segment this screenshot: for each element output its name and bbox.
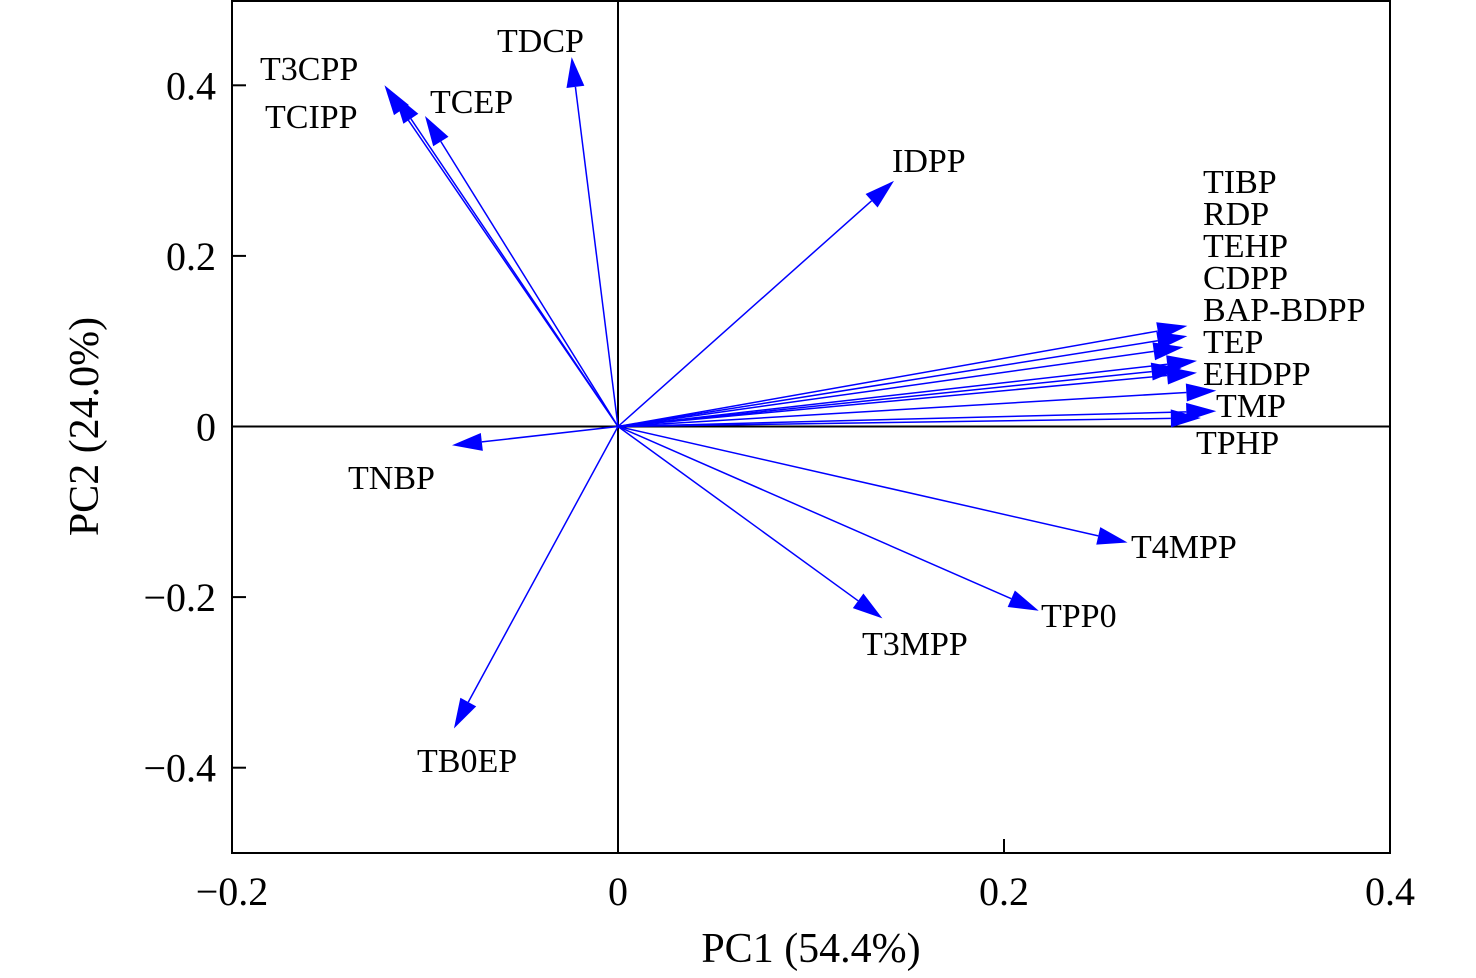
- loading-vector-tmp: [617, 411, 1187, 428]
- loading-vector-cdpp: [617, 363, 1168, 428]
- vector-label-idpp: IDPP: [892, 143, 966, 180]
- y-tick-label: −0.2: [143, 575, 216, 620]
- arrowhead-tnbp: [452, 432, 483, 451]
- y-tick-label: 0: [196, 405, 216, 450]
- loading-vector-tphp: [617, 417, 1171, 428]
- y-tick-label: −0.4: [143, 746, 216, 791]
- arrowhead-ehdpp: [1185, 383, 1217, 402]
- vector-label-tep: TEP: [1203, 324, 1263, 361]
- vector-label-bap-bdpp: BAP-BDPP: [1203, 292, 1366, 329]
- loading-vector-tdcp: [574, 86, 619, 427]
- loading-vector-tehp: [617, 350, 1154, 428]
- vector-label-tmp: TMP: [1216, 388, 1286, 425]
- loading-vector-tcipp: [410, 118, 619, 427]
- loading-vector-idpp: [617, 200, 873, 428]
- arrowhead-tb0ep: [453, 697, 477, 729]
- x-tick-label: 0.2: [979, 869, 1029, 914]
- vector-label-tehp: TEHP: [1203, 228, 1288, 265]
- loading-vector-tnbp: [481, 425, 619, 443]
- x-tick-label: 0: [608, 869, 628, 914]
- vector-label-tnbp: TNBP: [348, 460, 435, 497]
- loading-vector-t4mpp: [617, 425, 1099, 537]
- arrowhead-tcep: [425, 116, 449, 147]
- loading-vector-tpp0: [617, 425, 1012, 600]
- vector-label-tb0ep: TB0EP: [417, 743, 517, 780]
- arrowhead-t4mpp: [1096, 527, 1128, 545]
- y-tick-label: 0.2: [166, 234, 216, 279]
- x-tick-label: −0.2: [196, 869, 269, 914]
- vector-label-tphp: TPHP: [1196, 425, 1279, 462]
- arrowhead-idpp: [865, 180, 894, 208]
- vector-label-cdpp: CDPP: [1203, 260, 1288, 297]
- vector-label-t4mpp: T4MPP: [1131, 529, 1237, 566]
- vector-labels: TDCP T3CPP TCIPP TCEP IDPP TIBPRDPTEHPCDPPBAP…: [260, 23, 1366, 780]
- loading-vector-rdp: [617, 340, 1158, 428]
- y-axis-title: PC2 (24.0%): [62, 317, 108, 536]
- loading-vector-tcep: [440, 141, 619, 427]
- arrowhead-tehp: [1152, 342, 1184, 361]
- loading-vector-bap-bdpp: [617, 370, 1152, 428]
- arrowhead-tep: [1166, 366, 1197, 385]
- vector-label-tpp0: TPP0: [1041, 598, 1117, 635]
- x-tick-label: 0.4: [1365, 869, 1415, 914]
- arrowhead-tcipp: [394, 93, 419, 124]
- arrowhead-tpp0: [1007, 590, 1039, 611]
- vector-label-ehdpp: EHDPP: [1203, 356, 1311, 393]
- loading-vector-ehdpp: [617, 391, 1187, 428]
- vector-label-t3cpp: T3CPP: [260, 51, 358, 88]
- arrowhead-tphp: [1170, 409, 1201, 428]
- arrowhead-t3mpp: [852, 593, 883, 619]
- vector-label-t3mpp: T3MPP: [862, 626, 968, 663]
- y-tick-label: 0.4: [166, 63, 216, 108]
- loading-vector-tb0ep: [467, 426, 619, 703]
- loading-vector-tibp: [617, 330, 1158, 428]
- axis-ticks: −0.2 0 0.2 0.4 −0.4 −0.2 0 0.2 0.4: [143, 63, 1415, 914]
- loading-vector-t3mpp: [617, 425, 859, 602]
- vector-label-tcipp: TCIPP: [265, 99, 358, 136]
- loading-vector-tep: [617, 374, 1168, 428]
- loading-vectors: [384, 57, 1217, 729]
- vector-label-tdcp: TDCP: [497, 23, 584, 60]
- arrowhead-tdcp: [566, 57, 585, 89]
- x-axis-title: PC1 (54.4%): [701, 926, 920, 972]
- vector-label-tcep: TCEP: [430, 84, 513, 121]
- vector-label-rdp: RDP: [1203, 196, 1269, 233]
- vector-label-tibp: TIBP: [1203, 164, 1277, 201]
